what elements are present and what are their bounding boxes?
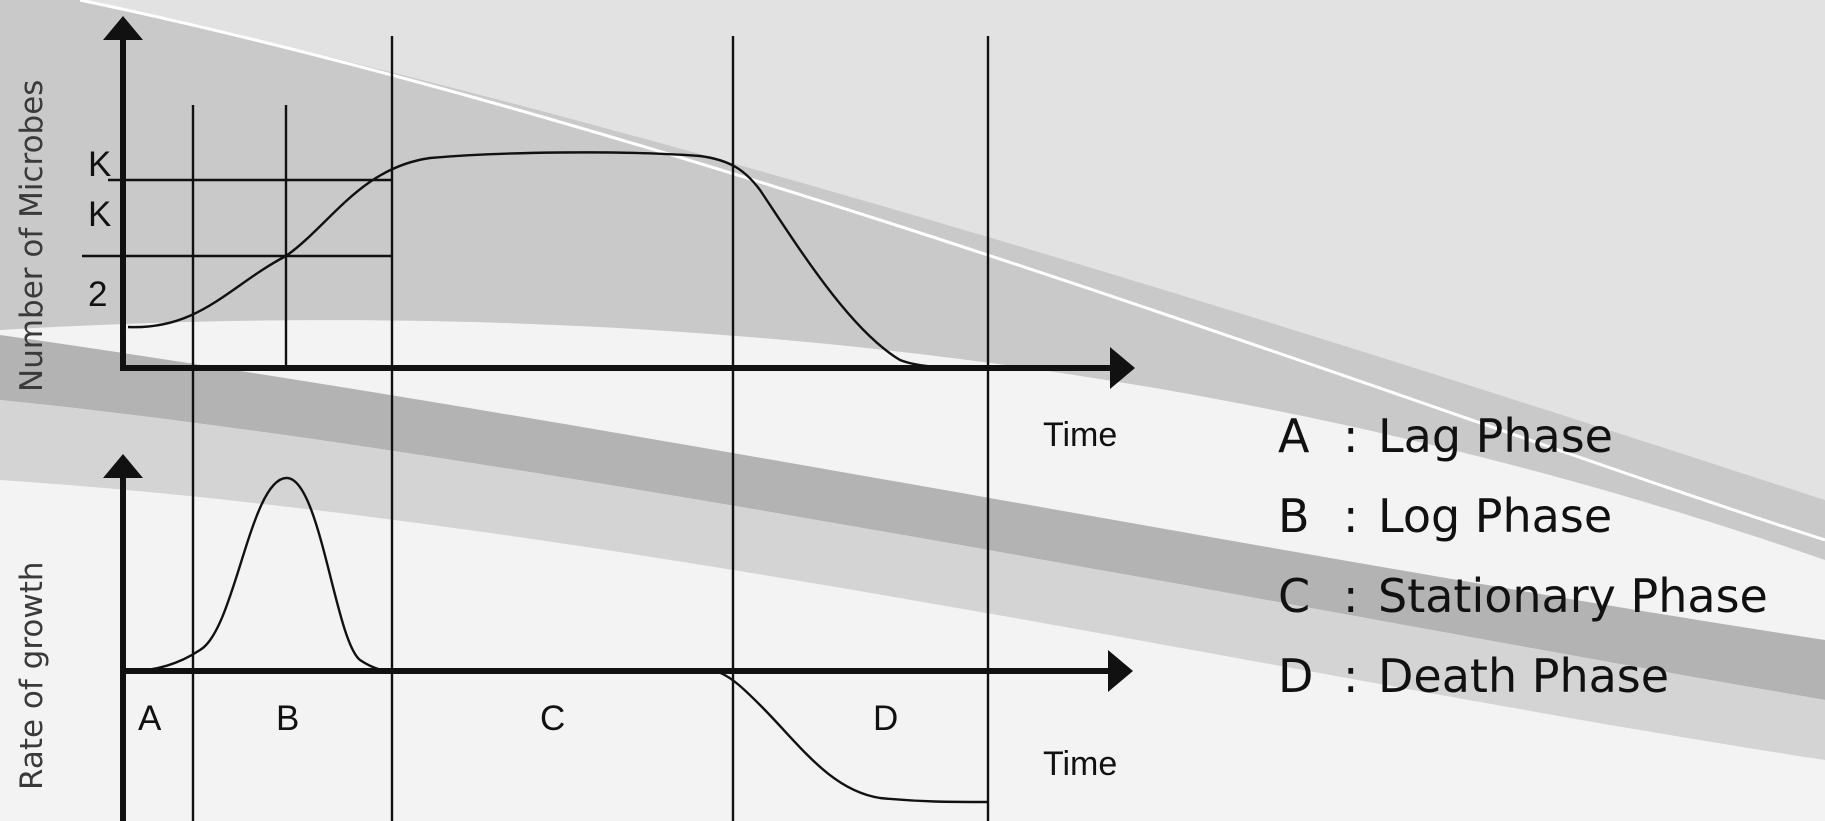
legend-separator-b: : xyxy=(1343,489,1359,543)
phase-legend: A : Lag Phase B : Log Phase C : Stationa… xyxy=(1278,409,1768,703)
top-panel: Number of Microbes K K 2 Time xyxy=(14,16,1135,454)
phase-letter-c: C xyxy=(540,699,565,738)
background-swoosh-soft xyxy=(0,400,1825,760)
legend-letter-a: A xyxy=(1278,409,1310,463)
legend-letter-b: B xyxy=(1278,489,1310,543)
population-growth-curve xyxy=(127,151,991,370)
top-x-axis-arrow xyxy=(1110,347,1135,389)
phase-letter-d: D xyxy=(873,699,898,738)
legend-separator-c: : xyxy=(1343,569,1359,623)
top-y-axis-title: Number of Microbes xyxy=(14,80,50,392)
bottom-y-axis-title: Rate of growth xyxy=(14,561,50,790)
legend-phase-log: Log Phase xyxy=(1378,489,1612,543)
legend-item-lag: A : Lag Phase xyxy=(1278,409,1613,463)
phase-dividers xyxy=(191,36,990,821)
legend-letter-c: C xyxy=(1278,569,1310,623)
background-swoosh-light xyxy=(0,0,1825,500)
legend-item-log: B : Log Phase xyxy=(1278,489,1612,543)
legend-separator-a: : xyxy=(1343,409,1359,463)
bottom-y-axis-arrow xyxy=(103,454,143,478)
top-x-axis-title: Time xyxy=(1043,416,1117,454)
top-y-label-two: 2 xyxy=(88,275,107,314)
phase-letter-a: A xyxy=(138,699,162,738)
background-swooshes xyxy=(0,0,1825,760)
legend-letter-d: D xyxy=(1278,649,1313,703)
legend-phase-death: Death Phase xyxy=(1378,649,1669,703)
background-highlight-line xyxy=(79,0,1825,542)
legend-separator-d: : xyxy=(1343,649,1359,703)
top-y-label-k-over: K xyxy=(88,195,111,234)
legend-item-stationary: C : Stationary Phase xyxy=(1278,569,1768,623)
legend-phase-lag: Lag Phase xyxy=(1378,409,1613,463)
legend-item-death: D : Death Phase xyxy=(1278,649,1669,703)
top-y-label-k: K xyxy=(88,145,111,184)
legend-phase-stationary: Stationary Phase xyxy=(1378,569,1768,623)
bottom-x-axis-arrow xyxy=(1108,650,1133,692)
growth-rate-curve xyxy=(124,476,989,804)
bottom-x-axis-title: Time xyxy=(1043,745,1117,783)
background-swoosh-mid xyxy=(0,0,1825,560)
phase-letter-b: B xyxy=(276,699,299,738)
bottom-panel: Rate of growth A B C D Time xyxy=(14,454,1133,821)
top-y-axis-arrow xyxy=(103,16,143,40)
background-swoosh-dark xyxy=(0,335,1825,700)
